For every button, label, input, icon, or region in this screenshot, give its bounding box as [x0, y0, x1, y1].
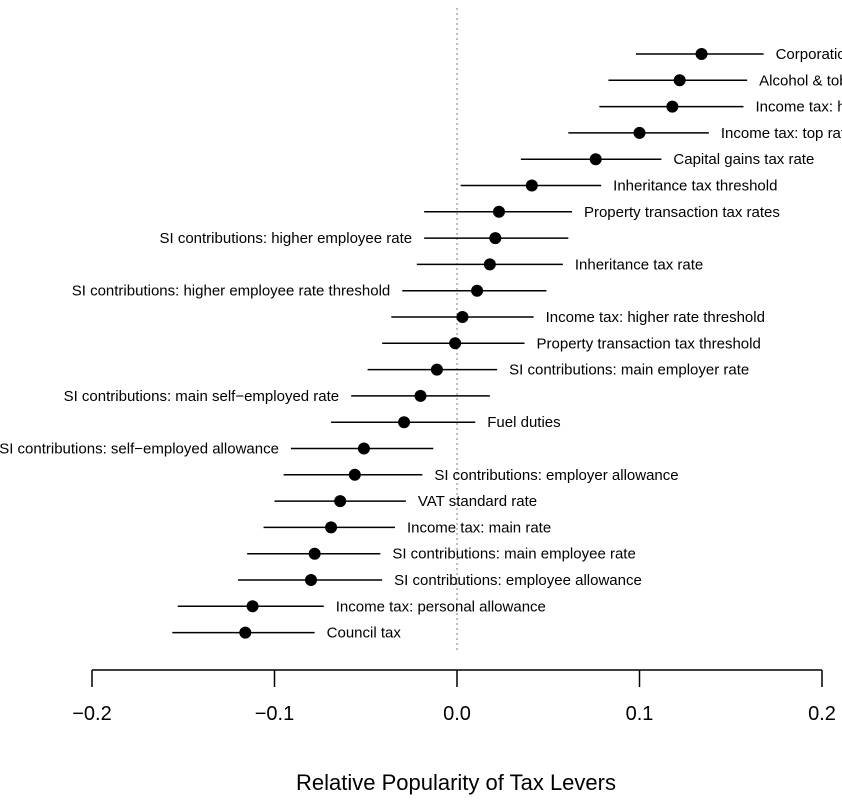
point-marker: [589, 153, 602, 166]
x-tick-label: 0.1: [626, 703, 654, 725]
data-point: Property transaction tax threshold: [382, 335, 761, 352]
point-label: SI contributions: main self−employed rat…: [64, 388, 340, 405]
point-marker: [334, 495, 347, 508]
point-label: Income tax: higher rate: [756, 99, 842, 116]
data-point: SI contributions: main self−employed rat…: [64, 388, 490, 405]
point-label: SI contributions: higher employee rate: [159, 230, 412, 247]
x-tick-label: −0.2: [72, 703, 111, 725]
point-label: Income tax: higher rate threshold: [546, 309, 765, 326]
point-label: SI contributions: employee allowance: [394, 572, 642, 589]
point-label: SI contributions: employer allowance: [434, 467, 678, 484]
data-point: Inheritance tax rate: [416, 256, 703, 273]
point-marker: [357, 442, 370, 455]
data-point: Income tax: top rate: [568, 125, 842, 142]
data-point: Income tax: personal allowance: [177, 598, 546, 615]
point-label: SI contributions: higher employee rate t…: [72, 283, 391, 300]
x-tick-label: 0.2: [808, 703, 836, 725]
data-point: Property transaction tax rates: [424, 204, 780, 221]
data-point: SI contributions: employer allowance: [283, 467, 679, 484]
point-marker: [414, 389, 427, 402]
point-label: Capital gains tax rate: [673, 151, 814, 168]
data-point: VAT standard rate: [274, 493, 537, 510]
point-label: Income tax: personal allowance: [336, 598, 546, 615]
point-marker: [348, 468, 361, 481]
x-tick-label: −0.1: [255, 703, 294, 725]
point-marker: [492, 205, 505, 218]
data-point: SI contributions: higher employee rate t…: [72, 283, 547, 300]
point-marker: [483, 258, 496, 271]
x-axis-title: Relative Popularity of Tax Levers: [296, 770, 616, 795]
point-label: Council tax: [327, 625, 402, 642]
data-point: SI contributions: employee allowance: [238, 572, 642, 589]
point-label: SI contributions: main employer rate: [509, 362, 749, 379]
point-marker: [325, 521, 338, 534]
point-marker: [449, 337, 462, 350]
point-marker: [305, 574, 317, 586]
x-axis: −0.2 −0.1 0.0 0.1 0.2: [72, 669, 836, 725]
data-point: Council tax: [172, 625, 401, 642]
point-marker: [695, 48, 708, 60]
data-point: Income tax: higher rate threshold: [391, 309, 765, 326]
point-label: Inheritance tax threshold: [613, 178, 777, 195]
point-label: Property transaction tax rates: [584, 204, 780, 221]
point-marker: [666, 100, 679, 113]
data-point: SI contributions: self−employed allowanc…: [0, 441, 434, 458]
point-marker: [673, 74, 686, 87]
data-point: Capital gains tax rate: [520, 151, 814, 168]
point-marker: [456, 311, 469, 323]
point-label: Alcohol & tobacco duties: [759, 72, 842, 89]
data-point: SI contributions: main employee rate: [247, 546, 636, 563]
point-label: Income tax: main rate: [407, 519, 551, 536]
data-point: SI contributions: main employer rate: [367, 362, 749, 379]
x-tick-label: 0.0: [443, 703, 471, 725]
point-marker: [308, 547, 321, 560]
point-label: Property transaction tax threshold: [537, 335, 761, 352]
data-point: Inheritance tax threshold: [460, 178, 777, 195]
point-marker: [633, 126, 646, 139]
point-marker: [471, 284, 484, 297]
data-point: SI contributions: higher employee rate: [159, 230, 569, 247]
point-marker: [489, 232, 502, 245]
data-point: Income tax: main rate: [263, 519, 551, 536]
point-marker: [246, 600, 259, 613]
point-marker: [398, 416, 411, 429]
data-point: Corporation tax rate: [635, 46, 842, 63]
point-label: SI contributions: self−employed allowanc…: [0, 441, 279, 458]
point-marker: [239, 626, 252, 639]
point-label: Income tax: top rate: [721, 125, 842, 142]
point-marker: [430, 363, 443, 376]
data-point: Fuel duties: [331, 414, 561, 431]
point-label: Corporation tax rate: [776, 46, 842, 63]
point-marker: [525, 179, 538, 192]
point-label: VAT standard rate: [418, 493, 537, 510]
data-point: Income tax: higher rate: [599, 99, 842, 116]
point-label: Fuel duties: [487, 414, 560, 431]
point-label: SI contributions: main employee rate: [392, 546, 635, 563]
chart-marks: Corporation tax rate Alcohol & tobacco du…: [0, 46, 842, 642]
data-point: Alcohol & tobacco duties: [608, 72, 842, 89]
point-label: Inheritance tax rate: [575, 256, 703, 273]
